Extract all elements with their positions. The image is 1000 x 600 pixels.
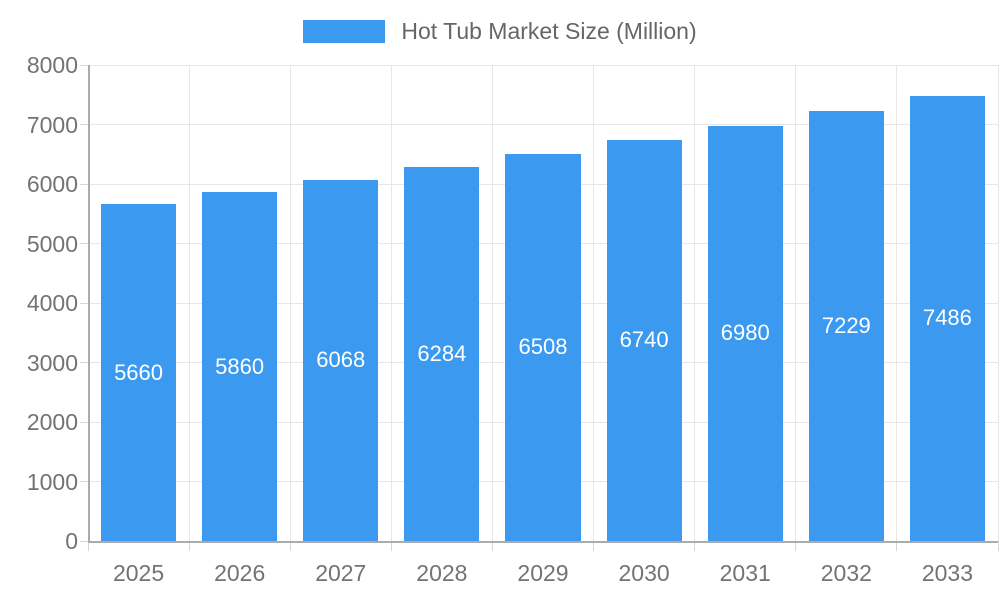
bar-2029: 6508 <box>505 153 581 541</box>
x-tick-mark <box>997 541 999 551</box>
gridline-vertical <box>289 65 291 541</box>
x-tick-mark <box>694 541 696 551</box>
bar-2032: 7229 <box>808 110 884 541</box>
y-axis-label: 4000 <box>26 290 78 316</box>
x-axis-label: 2028 <box>416 560 468 586</box>
x-tick-mark <box>87 541 89 551</box>
y-axis-label: 7000 <box>26 111 78 138</box>
bar-value-label: 6980 <box>720 320 770 346</box>
bar-2033: 7486 <box>909 95 985 541</box>
y-axis-label: 1000 <box>26 468 78 495</box>
x-axis-label: 2030 <box>618 560 670 586</box>
x-axis-label: 2026 <box>214 560 266 586</box>
gridline-vertical <box>896 65 898 541</box>
bar-value-label: 6508 <box>518 334 568 360</box>
x-axis-label: 2031 <box>719 560 771 586</box>
bar-2025: 5660 <box>101 204 177 541</box>
x-axis-line <box>88 541 998 543</box>
y-axis-line <box>88 65 90 541</box>
bar-value-label: 6740 <box>619 327 669 353</box>
gridline-horizontal <box>88 124 998 125</box>
gridline-vertical <box>694 65 696 541</box>
y-tick-mark <box>80 302 88 304</box>
gridline-vertical <box>997 65 999 541</box>
x-tick-mark <box>491 541 493 551</box>
x-tick-mark <box>188 541 190 551</box>
y-axis-label: 3000 <box>26 349 78 376</box>
legend-swatch <box>303 19 386 43</box>
gridline-vertical <box>491 65 493 541</box>
bar-value-label: 7229 <box>821 312 871 338</box>
gridline-horizontal <box>88 64 998 66</box>
x-axis-label: 2025 <box>112 560 165 586</box>
y-tick-mark <box>80 481 88 482</box>
y-tick-mark <box>80 362 88 363</box>
y-tick-mark <box>80 183 88 185</box>
bar-2028: 6284 <box>404 167 480 541</box>
y-tick-mark <box>80 64 88 66</box>
x-axis-label: 2032 <box>820 560 872 586</box>
bar-value-label: 5660 <box>114 359 164 385</box>
y-tick-mark <box>80 243 88 244</box>
bar-value-label: 5860 <box>215 353 265 379</box>
x-tick-mark <box>289 541 291 551</box>
x-tick-mark <box>795 541 797 551</box>
bar-2031: 6980 <box>707 125 783 541</box>
y-axis-label: 0 <box>65 528 78 554</box>
bar-value-label: 6068 <box>316 347 366 373</box>
x-tick-mark <box>593 541 595 551</box>
y-axis-label: 6000 <box>26 171 78 197</box>
gridline-vertical <box>593 65 595 541</box>
gridline-vertical <box>390 65 392 541</box>
bar-value-label: 7486 <box>922 305 972 331</box>
y-axis-label: 5000 <box>26 230 78 257</box>
x-axis-label: 2033 <box>921 560 974 586</box>
legend-label: Hot Tub Market Size (Million) <box>401 18 697 44</box>
bar-2027: 6068 <box>303 179 379 541</box>
bar-2030: 6740 <box>606 139 682 541</box>
y-axis-label: 2000 <box>26 409 78 435</box>
bar-2026: 5860 <box>202 192 278 541</box>
y-axis-label: 8000 <box>26 52 78 78</box>
x-tick-mark <box>896 541 898 551</box>
y-tick-mark <box>80 124 88 125</box>
chart-legend: Hot Tub Market Size (Million) <box>0 18 1000 44</box>
y-tick-mark <box>80 421 88 423</box>
gridline-vertical <box>795 65 797 541</box>
x-axis-label: 2027 <box>315 560 367 586</box>
gridline-vertical <box>188 65 190 541</box>
y-tick-mark <box>80 540 88 542</box>
x-tick-mark <box>390 541 392 551</box>
bar-value-label: 6284 <box>417 341 467 367</box>
x-axis-label: 2029 <box>517 560 569 586</box>
plot-area: 5660 5860 6068 6284 6508 6740 6980 7229 7486 <box>88 64 999 543</box>
